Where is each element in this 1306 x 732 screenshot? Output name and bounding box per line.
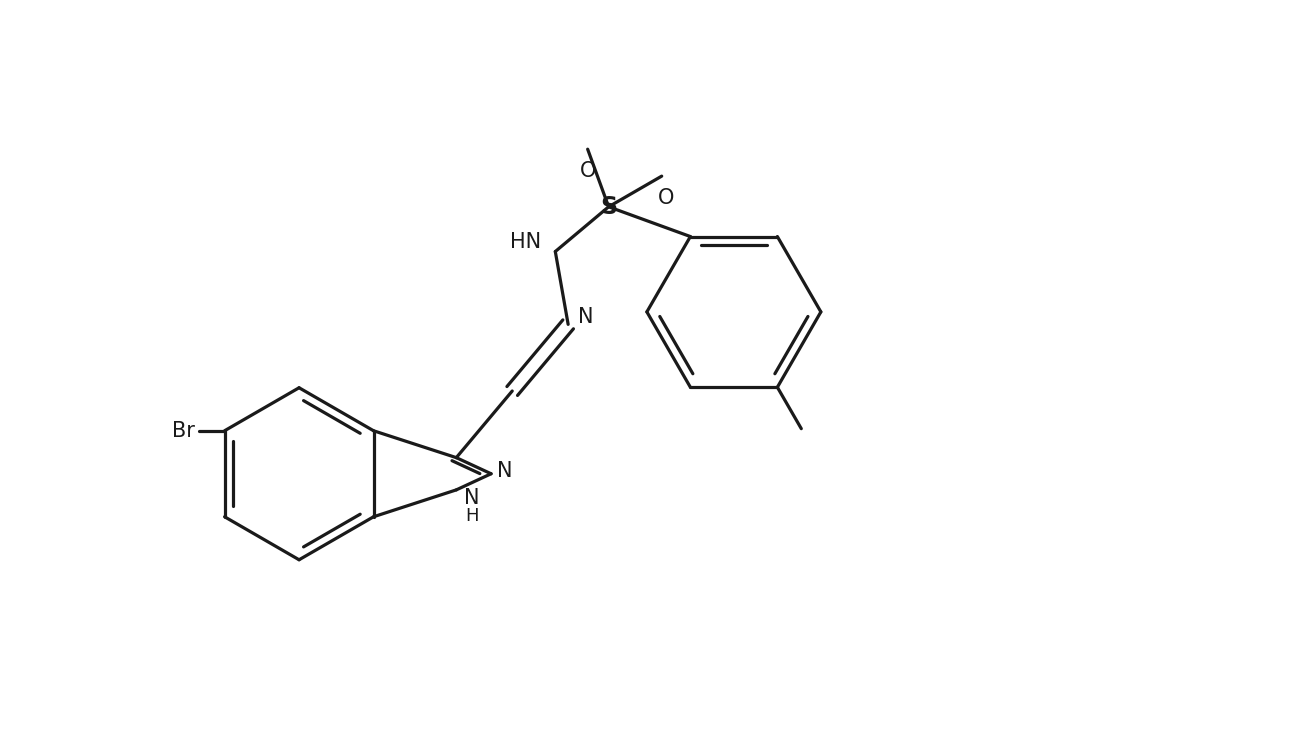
Text: S: S: [599, 195, 618, 219]
Text: HN: HN: [511, 231, 542, 252]
Text: N: N: [498, 460, 513, 481]
Text: Br: Br: [172, 421, 195, 441]
Text: H: H: [465, 507, 479, 525]
Text: N: N: [579, 307, 593, 326]
Text: O: O: [657, 188, 674, 208]
Text: N: N: [465, 488, 479, 508]
Text: O: O: [580, 161, 596, 181]
